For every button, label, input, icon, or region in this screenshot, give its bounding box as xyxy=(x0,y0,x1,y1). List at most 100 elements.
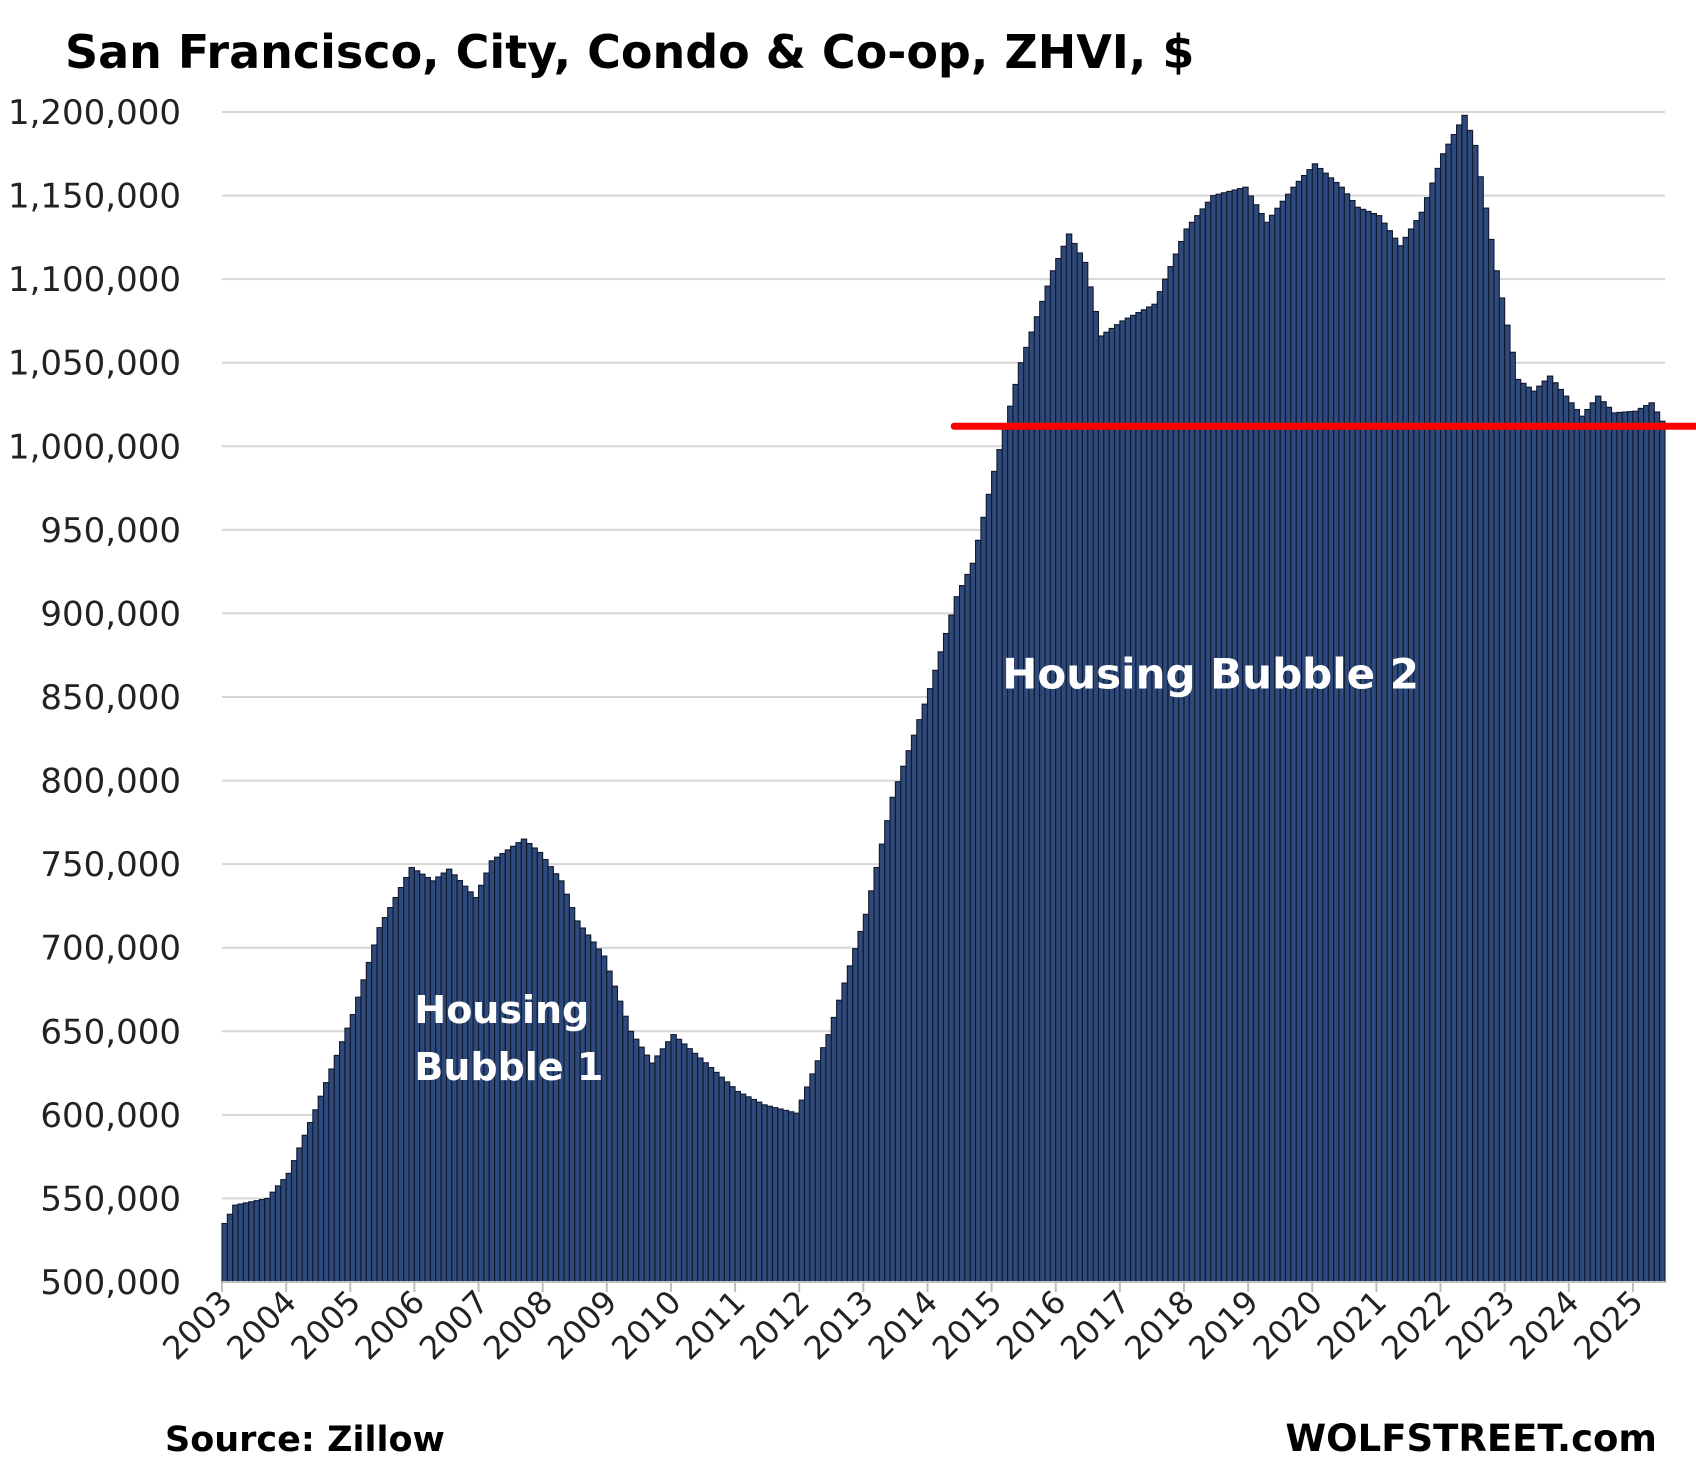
bar xyxy=(1568,402,1575,1283)
bar xyxy=(579,927,586,1283)
bar xyxy=(1092,310,1100,1283)
bar xyxy=(1167,266,1174,1283)
bar xyxy=(403,876,410,1283)
bar xyxy=(328,1068,335,1283)
bar xyxy=(590,941,597,1283)
bar xyxy=(1370,212,1377,1283)
bar xyxy=(232,1204,239,1283)
bar xyxy=(750,1098,757,1283)
bar xyxy=(975,539,982,1283)
bar xyxy=(1338,186,1345,1283)
bar xyxy=(1220,192,1228,1283)
bar xyxy=(1423,197,1431,1283)
bar xyxy=(868,890,875,1283)
bar xyxy=(836,999,843,1283)
x-axis-tick-labels: 2003200420052006200720082009201020112012… xyxy=(155,1283,1650,1367)
bar xyxy=(1290,186,1297,1283)
bar xyxy=(1327,177,1335,1283)
annotation-label: Housing Bubble 2 xyxy=(1002,650,1419,699)
bar xyxy=(1044,285,1051,1283)
bar xyxy=(723,1081,731,1283)
bar xyxy=(1461,114,1468,1283)
bar xyxy=(1081,261,1089,1283)
bar xyxy=(948,614,955,1283)
bar xyxy=(702,1062,709,1283)
bars xyxy=(221,114,1666,1283)
bar xyxy=(1247,195,1255,1283)
bar xyxy=(1413,220,1420,1283)
bar xyxy=(1236,188,1244,1283)
x-tick-label: 2007 xyxy=(412,1283,496,1367)
y-tick-label: 1,200,000 xyxy=(8,93,181,133)
source-label: Source: Zillow xyxy=(165,1420,445,1460)
bar xyxy=(290,1160,298,1283)
bar xyxy=(1023,346,1030,1283)
bar xyxy=(1076,252,1083,1283)
bar xyxy=(306,1122,314,1283)
bar xyxy=(1493,270,1500,1283)
x-tick-label: 2018 xyxy=(1117,1283,1201,1367)
bar xyxy=(1386,230,1393,1283)
bar xyxy=(766,1105,774,1283)
x-tick-label: 2020 xyxy=(1245,1283,1329,1367)
bar xyxy=(317,1095,325,1283)
bar xyxy=(226,1213,234,1283)
bar xyxy=(1317,167,1324,1283)
bar xyxy=(1632,410,1639,1283)
bar xyxy=(1439,153,1447,1283)
bar xyxy=(1279,200,1287,1283)
bar xyxy=(1049,270,1057,1283)
bar xyxy=(846,965,854,1283)
bar xyxy=(1482,207,1490,1283)
bar xyxy=(611,985,619,1283)
bar xyxy=(1263,221,1271,1283)
y-tick-label: 650,000 xyxy=(40,1012,181,1052)
bar xyxy=(825,1034,832,1283)
bar xyxy=(697,1057,704,1283)
bar xyxy=(900,765,907,1283)
x-tick-label: 2024 xyxy=(1502,1283,1586,1367)
x-tick-label: 2019 xyxy=(1181,1283,1265,1367)
bar xyxy=(392,897,399,1283)
bar xyxy=(771,1107,779,1283)
bar xyxy=(237,1203,244,1283)
bar xyxy=(1530,390,1538,1283)
x-tick-label: 2005 xyxy=(283,1283,367,1367)
y-tick-label: 500,000 xyxy=(40,1263,181,1303)
bar xyxy=(670,1034,677,1283)
bar xyxy=(1466,129,1474,1283)
bar xyxy=(622,1015,629,1283)
bar xyxy=(1589,402,1597,1283)
bar xyxy=(1552,382,1559,1283)
x-tick-label: 2022 xyxy=(1374,1283,1458,1367)
bar xyxy=(296,1147,303,1283)
y-tick-label: 1,000,000 xyxy=(8,427,181,467)
y-tick-label: 850,000 xyxy=(40,678,181,718)
bar xyxy=(1135,312,1142,1283)
bar xyxy=(1097,335,1105,1283)
bar xyxy=(1055,257,1062,1283)
bar xyxy=(1130,314,1137,1283)
bar xyxy=(1648,402,1655,1283)
bar xyxy=(1311,163,1319,1283)
bar xyxy=(691,1052,699,1283)
bar xyxy=(274,1185,282,1283)
x-tick-label: 2023 xyxy=(1438,1283,1522,1367)
bar xyxy=(1156,291,1164,1283)
bar xyxy=(841,982,848,1283)
bar xyxy=(1065,233,1073,1283)
bar xyxy=(1119,320,1126,1283)
bar xyxy=(1183,228,1190,1283)
bar xyxy=(969,562,977,1283)
bar xyxy=(1333,181,1340,1283)
bar xyxy=(1637,407,1645,1283)
bar xyxy=(686,1048,693,1283)
bar xyxy=(1252,204,1260,1283)
bar xyxy=(1600,401,1607,1283)
bar xyxy=(980,516,987,1283)
bar xyxy=(1087,286,1094,1283)
bar xyxy=(264,1197,271,1283)
chart-title: San Francisco, City, Condo & Co-op, ZHVI… xyxy=(65,25,1194,79)
y-tick-label: 1,050,000 xyxy=(8,344,181,384)
bar xyxy=(301,1134,309,1283)
